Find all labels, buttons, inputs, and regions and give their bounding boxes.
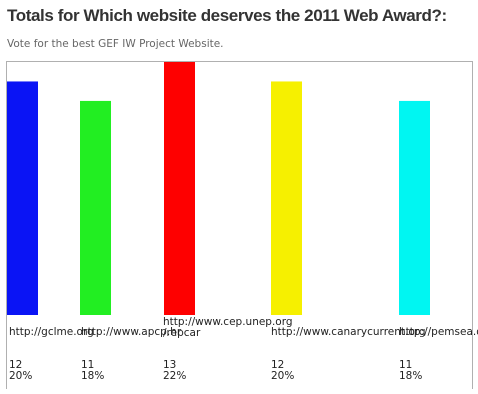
bar-5 bbox=[399, 100, 430, 315]
category-label-3-line-1: http://www.cep.unep.org bbox=[163, 316, 293, 328]
bar-chart bbox=[7, 62, 430, 315]
vote-percent-1: 20% bbox=[9, 370, 33, 382]
chart-panel: http://gclme.org 12 20% http://www.apcp.hr 1… bbox=[6, 61, 478, 389]
category-label-1: http://gclme.org bbox=[9, 326, 94, 338]
chart-title: Totals for Which website deserves the 20… bbox=[7, 6, 447, 25]
bar-1 bbox=[7, 81, 38, 315]
category-label-3-line-2: /repcar bbox=[163, 327, 201, 339]
category-label-2: http://www.apcp.hr bbox=[81, 326, 182, 338]
vote-count-3: 13 bbox=[163, 359, 177, 371]
bar-2 bbox=[80, 100, 111, 315]
category-label-5: http://pemsea.org bbox=[399, 326, 478, 338]
vote-count-1: 12 bbox=[9, 359, 23, 371]
vote-count-2: 11 bbox=[81, 359, 95, 371]
vote-percent-3: 22% bbox=[163, 370, 187, 382]
bar-4 bbox=[271, 81, 302, 315]
chart-subtitle: Vote for the best GEF IW Project Website… bbox=[7, 38, 224, 50]
vote-count-5: 11 bbox=[399, 359, 413, 371]
category-label-4: http://www.canarycurrent.org bbox=[271, 326, 426, 338]
vote-percent-4: 20% bbox=[271, 370, 295, 382]
vote-percent-5: 18% bbox=[399, 370, 423, 382]
vote-percent-2: 18% bbox=[81, 370, 105, 382]
bar-3 bbox=[164, 62, 195, 315]
vote-count-4: 12 bbox=[271, 359, 285, 371]
